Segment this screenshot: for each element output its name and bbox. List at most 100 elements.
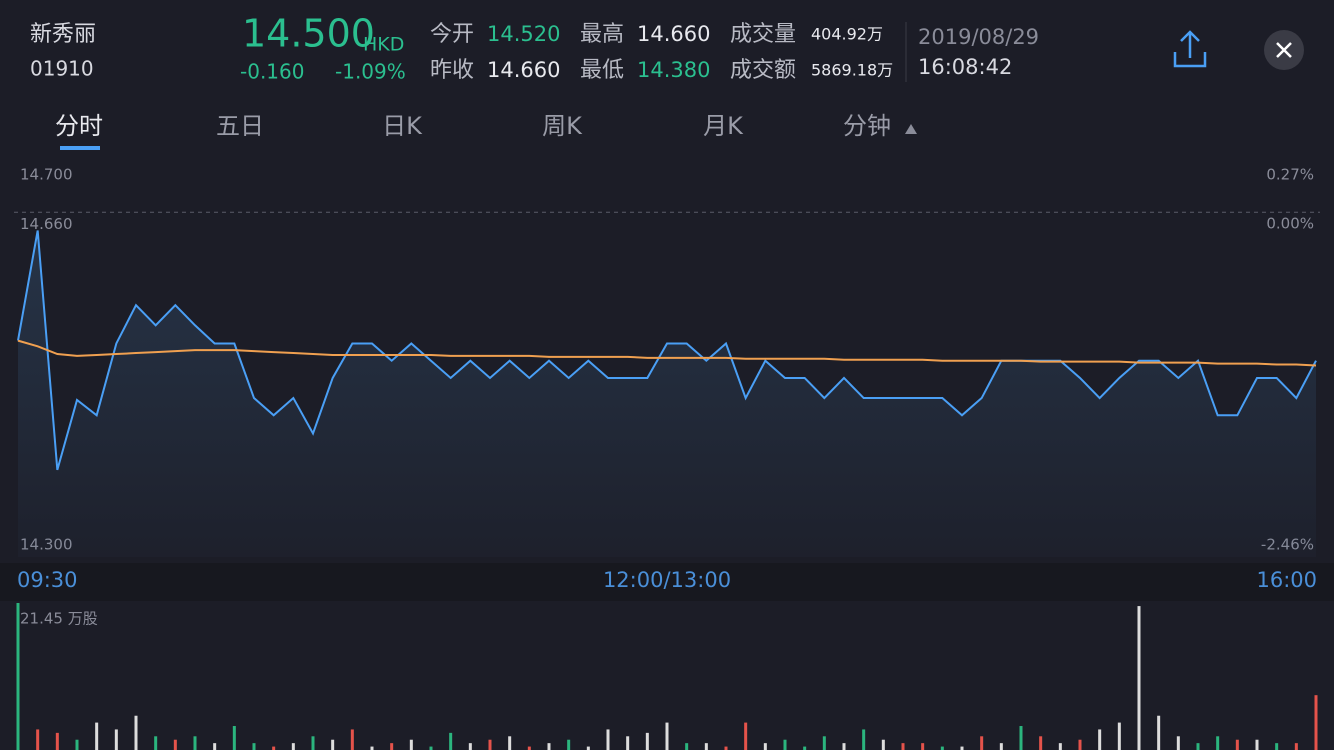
- volume-bar: [95, 722, 99, 750]
- volume-bar: [114, 729, 118, 750]
- volume-bar: [232, 726, 236, 750]
- stat-label: 成交量: [730, 22, 796, 47]
- tab[interactable]: 月K: [703, 112, 744, 140]
- volume-bar: [1058, 743, 1062, 750]
- stat-label: 成交额: [730, 58, 796, 83]
- y2-tick-label: 0.00%: [1266, 214, 1314, 232]
- x-tick-label: 09:30: [17, 568, 78, 592]
- volume-bar: [449, 732, 453, 750]
- stat-value: 14.380: [637, 58, 710, 82]
- volume-bar: [586, 746, 590, 750]
- tab[interactable]: 分时: [55, 112, 103, 140]
- volume-bar: [1157, 715, 1161, 750]
- volume-bar: [311, 736, 315, 750]
- change-pct: -1.09%: [335, 60, 406, 84]
- volume-bar: [842, 743, 846, 750]
- volume-bar: [960, 746, 964, 750]
- volume-bar: [665, 722, 669, 750]
- tab[interactable]: 五日: [216, 112, 264, 140]
- y2-tick-label: 0.27%: [1266, 166, 1314, 184]
- volume-bar: [547, 743, 551, 750]
- volume-bar: [704, 743, 708, 750]
- y-tick-label: 14.700: [20, 166, 73, 184]
- volume-bar: [1117, 722, 1121, 750]
- volume-bar: [921, 743, 925, 750]
- stat-label: 昨收: [430, 58, 474, 83]
- volume-bar: [1235, 739, 1239, 750]
- volume-bar: [1275, 743, 1279, 750]
- volume-bar: [763, 743, 767, 750]
- volume-bar: [606, 729, 610, 750]
- volume-bar: [1176, 736, 1180, 750]
- time: 16:08:42: [918, 55, 1012, 79]
- volume-bar: [409, 739, 413, 750]
- stat-label: 最高: [580, 22, 624, 47]
- volume-bar: [390, 743, 394, 750]
- volume-bar: [783, 739, 787, 750]
- volume-bar: [744, 722, 748, 750]
- price-area: [18, 230, 1316, 557]
- stat-label: 今开: [430, 22, 474, 47]
- volume-bar: [527, 746, 531, 750]
- date: 2019/08/29: [918, 25, 1039, 49]
- volume-bar: [1294, 743, 1298, 750]
- volume-bar: [567, 739, 571, 750]
- average-line: [17, 339, 1317, 367]
- volume-bar: [36, 729, 40, 750]
- volume-bar: [901, 743, 905, 750]
- volume-bar: [645, 732, 649, 750]
- tab[interactable]: 分钟: [843, 112, 891, 140]
- stat-value: 14.520: [487, 22, 560, 46]
- tab[interactable]: 周K: [542, 112, 583, 140]
- time-band: [0, 563, 1334, 601]
- volume-bar: [1039, 736, 1043, 750]
- stock-code: 01910: [30, 57, 94, 81]
- stat-value: 404.92万: [811, 25, 883, 44]
- volume-bar: [154, 736, 158, 750]
- volume-bar: [468, 743, 472, 750]
- volume-bar: [193, 736, 197, 750]
- volume-bar: [724, 746, 728, 750]
- y-tick-label: 14.660: [20, 215, 73, 233]
- close-icon: [1276, 42, 1292, 58]
- volume-bar: [1137, 606, 1141, 750]
- volume-bar: [291, 743, 295, 750]
- volume-bar: [999, 743, 1003, 750]
- stock-name: 新秀丽: [30, 22, 96, 47]
- volume-bar: [822, 736, 826, 750]
- tab-underline: [60, 146, 100, 150]
- x-tick-label: 12:00/13:00: [603, 568, 731, 592]
- volume-bar: [134, 715, 138, 750]
- share-button[interactable]: [1173, 30, 1207, 68]
- stat-value: 14.660: [487, 58, 560, 82]
- volume-bar: [488, 739, 492, 750]
- price-line: [17, 230, 1317, 471]
- volume-bar: [173, 739, 177, 750]
- stat-label: 最低: [580, 58, 624, 83]
- volume-bar: [272, 746, 276, 750]
- volume-bar: [429, 746, 433, 750]
- volume-bar: [1314, 695, 1318, 750]
- stat-value: 14.660: [637, 22, 710, 46]
- volume-bar: [331, 739, 335, 750]
- volume-bar: [685, 743, 689, 750]
- dropdown-triangle: [905, 124, 917, 134]
- close-button[interactable]: [1264, 30, 1304, 70]
- volume-bar: [213, 743, 217, 750]
- volume-bar: [1019, 726, 1023, 750]
- x-tick-label: 16:00: [1256, 568, 1317, 592]
- volume-bar: [980, 736, 984, 750]
- tab[interactable]: 日K: [382, 112, 423, 140]
- volume-tick-label: 21.45 万股: [20, 610, 98, 628]
- volume-bar: [862, 729, 866, 750]
- share-icon-box: [1173, 52, 1207, 68]
- volume-bar: [940, 746, 944, 750]
- volume-bar: [55, 732, 59, 750]
- volume-bar: [1255, 739, 1259, 750]
- volume-bar: [1078, 739, 1082, 750]
- volume-bar: [75, 739, 79, 750]
- volume-bar: [1216, 736, 1220, 750]
- volume-bar: [508, 736, 512, 750]
- change: -0.160: [240, 60, 304, 84]
